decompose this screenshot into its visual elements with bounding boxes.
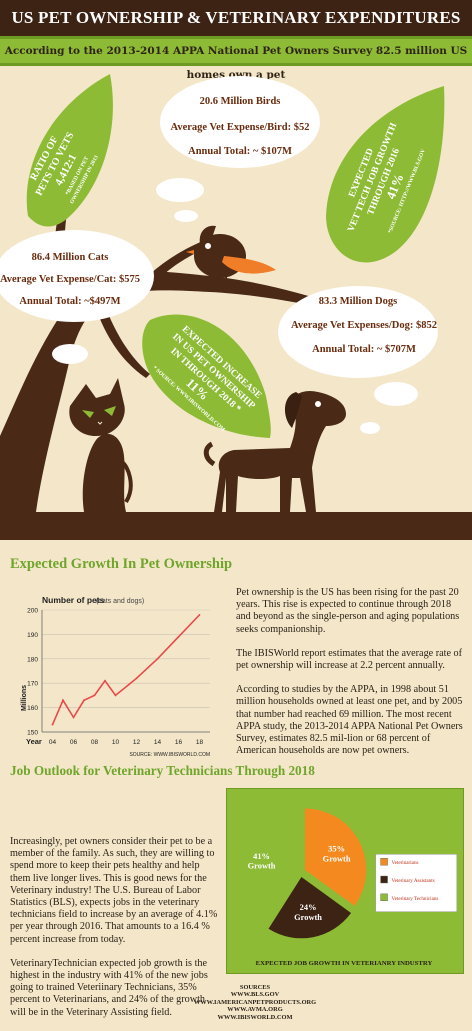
chart-point: [198, 613, 201, 616]
chart-point: [83, 699, 85, 702]
chart-point: [104, 679, 106, 682]
svg-text:Annual Total: ~ $707M: Annual Total: ~ $707M: [312, 344, 416, 355]
svg-text:Average Vet Expenses/Dog: $85: Average Vet Expenses/Dog: $852: [291, 320, 437, 331]
chart-ytick-label: 180: [27, 656, 38, 663]
growth-paragraph: According to studies by the APPA, in 199…: [236, 684, 463, 757]
svg-text:Annual Total: ~$497M: Annual Total: ~$497M: [19, 296, 120, 307]
chart-ylabel: Millions: [21, 685, 28, 711]
leaf-ratio: RATIO OF PETS TO VETS 4,412:1 *BASED ON …: [26, 74, 113, 227]
pie-slice: [234, 809, 296, 923]
jobs-paragraph: VeterinaryTechnician expected job growth…: [10, 957, 208, 1018]
survey-banner: According to the 2013-2014 APPA National…: [0, 36, 472, 81]
svg-text:20.6 Million Birds: 20.6 Million Birds: [200, 96, 281, 107]
source-item: WWW.IBISWORLD.COM: [217, 1013, 293, 1021]
pie-legend-swatch: [380, 858, 388, 866]
chart-ytick-label: 170: [27, 681, 38, 688]
growth-paragraph: The IBISWorld report estimates that the …: [236, 647, 463, 672]
cloud-dogs: 83.3 Million Dogs Average Vet Expenses/D…: [278, 286, 438, 378]
dog-icon: [203, 390, 346, 512]
chart-point: [114, 694, 117, 697]
pie-legend-swatch: [380, 893, 388, 901]
cloud-puff: [174, 210, 198, 222]
sources-list: SOURCES WWW.BLS.GOV WWW.IAMERICANPETPROD…: [190, 984, 320, 1021]
chart-point: [156, 657, 159, 660]
chart-ytick-label: 160: [27, 705, 38, 712]
chart-xlabel: Year: [26, 737, 42, 746]
hero-illustration: RATIO OF PETS TO VETS 4,412:1 *BASED ON …: [0, 74, 472, 540]
pie-slice: [304, 808, 367, 906]
chart-xtick-label: 12: [133, 739, 141, 746]
growth-paragraph: Pet ownership is the US has been rising …: [236, 587, 460, 635]
chart-xtick-label: 14: [154, 739, 162, 746]
chart-subtitle: (cats and dogs): [96, 598, 144, 605]
chart-xtick-label: 06: [70, 739, 78, 746]
chart-point: [93, 694, 96, 697]
chart-xtick-label: 10: [112, 739, 120, 746]
chart-xtick-label: 08: [91, 739, 99, 746]
pie-slice-sublabel: Growth: [248, 862, 276, 871]
leaf-vettech: EXPECTED VET TECH JOB GROWTH THROUGH 201…: [326, 86, 445, 263]
source-item: WWW.AVMA.ORG: [227, 1006, 283, 1014]
svg-text:86.4 Million Cats: 86.4 Million Cats: [32, 252, 109, 263]
growth-section-title: Expected Growth In Pet Ownership: [10, 556, 233, 572]
job-growth-pie-panel: 35% Growth 24% Growth 41% Growth Veterinarians…: [226, 788, 464, 974]
page-title: US PET OWNERSHIP & VETERINARY EXPENDITUR…: [0, 0, 472, 63]
pie-slice-label: 24%: [300, 903, 317, 912]
growth-text: Pet ownership is the US has been rising …: [236, 587, 464, 769]
chart-source: SOURCE: WWW.IBISWORLD.COM: [129, 752, 210, 758]
pie-title: EXPECTED JOB GROWTH IN VETERIANRY INDUST…: [256, 960, 433, 967]
cloud-puff: [360, 422, 380, 434]
bird-icon: [186, 225, 276, 284]
pie-legend-label: Veterinary Technicians: [391, 896, 438, 902]
pie-slice-sublabel: Growth: [323, 855, 351, 864]
pet-growth-chart: Number of pets (cats and dogs) Millions …: [21, 595, 210, 758]
cat-icon: [69, 378, 133, 512]
chart-point: [177, 635, 180, 638]
ground: [0, 512, 472, 540]
cloud-puff: [52, 344, 88, 364]
pie-legend-label: Veterinarians: [391, 860, 418, 866]
chart-ytick-label: 190: [27, 632, 38, 639]
chart-ytick-label: 200: [27, 608, 38, 615]
cloud-cats: 86.4 Million Cats Average Vet Expense/Ca…: [0, 230, 154, 322]
source-item: WWW.BLS.GOV: [230, 991, 280, 999]
pie-slice-label: 35%: [328, 845, 345, 854]
chart-point: [135, 677, 138, 680]
sources-heading: SOURCES: [239, 984, 271, 991]
pie-legend-box: [375, 854, 458, 912]
pie-legend-swatch: [380, 875, 388, 884]
jobs-text: Increasingly, pet owners consider their …: [10, 836, 222, 1031]
svg-text:83.3 Million Dogs: 83.3 Million Dogs: [319, 296, 397, 307]
svg-text:Average Vet Expense/Bird: $52: Average Vet Expense/Bird: $52: [171, 122, 310, 133]
chart-series-line: [51, 614, 201, 725]
cloud-puff: [156, 178, 204, 202]
pie-slice-sublabel: Growth: [294, 913, 322, 922]
svg-text:Average Vet Expense/Cat: $575: Average Vet Expense/Cat: $575: [0, 274, 140, 285]
source-item: WWW.IAMERICANPETPRODUCTS.ORG: [193, 998, 317, 1006]
pie-slice-label: 41%: [253, 852, 270, 861]
svg-text:Annual Total: ~ $107M: Annual Total: ~ $107M: [188, 146, 292, 157]
leaf-increase: EXPECTED INCREASE IN US PET OWNERSHIP IN…: [142, 314, 271, 438]
chart-title: Number of pets: [42, 595, 105, 605]
cloud-puff: [374, 382, 418, 406]
chart-point: [62, 699, 64, 702]
pie-legend-label: Veterinary Assistants: [391, 878, 434, 884]
chart-ytick-label: 150: [27, 730, 38, 737]
chart-point: [51, 723, 54, 726]
chart-xtick-label: 04: [49, 739, 57, 746]
jobs-section-title: Job Outlook for Veterinary Technicians T…: [10, 763, 315, 778]
pie-legend: Veterinarians Veterinary Assistants Veteri…: [375, 854, 458, 912]
pie-slice: [268, 876, 352, 939]
jobs-paragraph: Increasingly, pet owners consider their …: [10, 836, 218, 945]
chart-point: [72, 716, 75, 719]
chart-xtick-label: 16: [175, 739, 183, 746]
cloud-birds: 20.6 Million Birds Average Vet Expense/B…: [160, 76, 320, 168]
chart-xtick-label: 18: [196, 739, 204, 746]
